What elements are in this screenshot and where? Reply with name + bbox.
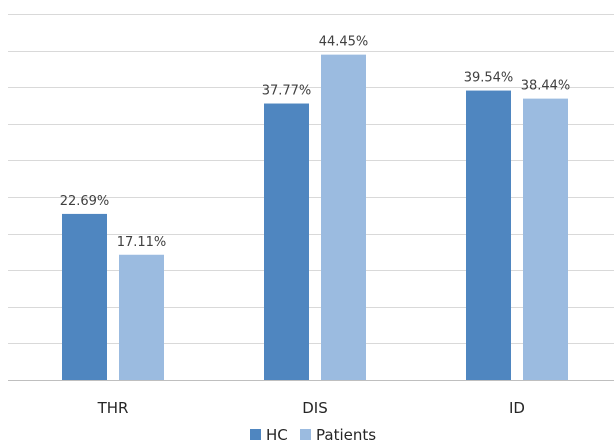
bar-patients-dis <box>321 54 366 380</box>
data-label-patients-thr: 17.11% <box>117 235 167 250</box>
data-label-patients-dis: 44.45% <box>319 35 369 50</box>
data-label-hc-thr: 22.69% <box>60 194 110 209</box>
legend-label-hc: HC <box>266 426 288 444</box>
legend-swatch-hc <box>250 429 261 440</box>
gridlines <box>8 14 614 344</box>
bar-groups <box>62 54 568 381</box>
data-label-hc-id: 39.54% <box>464 71 514 86</box>
legend: HC Patients <box>250 426 376 444</box>
bar-hc-thr <box>62 213 107 380</box>
bar-patients-thr <box>119 254 164 380</box>
bar-hc-id <box>466 90 511 380</box>
legend-swatch-patients <box>300 429 311 440</box>
category-label-dis: DIS <box>302 399 328 417</box>
legend-label-patients: Patients <box>316 426 376 444</box>
data-label-patients-id: 38.44% <box>521 79 571 94</box>
category-label-thr: THR <box>97 399 129 417</box>
bar-hc-dis <box>264 103 309 381</box>
data-labels: 22.69% 17.11% 37.77% 44.45% 39.54% 38.44% <box>60 35 571 250</box>
bar-patients-id <box>523 98 568 380</box>
data-label-hc-dis: 37.77% <box>262 84 312 99</box>
category-label-id: ID <box>509 399 525 417</box>
category-labels: THR DIS ID <box>97 399 525 417</box>
